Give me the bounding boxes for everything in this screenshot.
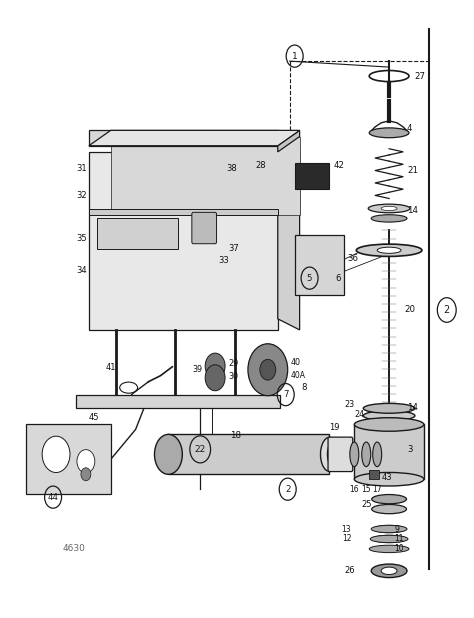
Circle shape [205,365,225,391]
Text: 17: 17 [373,485,382,494]
Text: 18: 18 [230,431,241,440]
Text: 34: 34 [76,266,87,274]
Text: 36: 36 [347,254,358,263]
Ellipse shape [372,494,407,504]
Text: 20: 20 [404,305,415,315]
Circle shape [77,450,95,473]
Text: 3: 3 [407,445,412,454]
Text: 13: 13 [342,525,351,533]
Text: 11: 11 [394,535,403,543]
Ellipse shape [354,473,424,486]
Ellipse shape [363,411,415,421]
Ellipse shape [373,525,405,533]
Polygon shape [89,130,300,146]
Ellipse shape [320,438,338,472]
Circle shape [205,353,225,379]
Circle shape [81,468,91,481]
Ellipse shape [369,545,409,552]
Ellipse shape [371,564,407,578]
Text: 7: 7 [283,390,289,399]
Text: 43: 43 [381,473,392,482]
Ellipse shape [369,128,409,138]
Ellipse shape [377,247,401,253]
Text: 9: 9 [394,525,399,533]
Bar [354,425,424,479]
Text: 28: 28 [255,161,265,170]
Text: 14: 14 [407,403,418,412]
Circle shape [42,436,70,473]
Ellipse shape [350,442,359,467]
Text: 6: 6 [336,274,341,282]
Text: 42: 42 [333,161,345,170]
Text: 40A: 40A [291,371,306,380]
Text: 12: 12 [342,535,351,543]
Ellipse shape [373,442,382,467]
Text: 25: 25 [361,499,372,509]
Ellipse shape [371,214,407,222]
Ellipse shape [368,204,410,213]
FancyBboxPatch shape [192,213,217,243]
Polygon shape [278,130,300,152]
FancyBboxPatch shape [328,437,353,472]
Ellipse shape [356,244,422,256]
Text: 2: 2 [444,305,450,315]
Text: 21: 21 [407,166,418,175]
Polygon shape [295,235,345,295]
Ellipse shape [372,535,406,543]
Text: 29: 29 [228,359,238,368]
Text: 19: 19 [329,423,340,432]
Text: 24: 24 [354,410,365,419]
Bar [168,434,329,475]
Text: 41: 41 [106,363,116,372]
Polygon shape [295,163,329,188]
Polygon shape [26,425,111,494]
Ellipse shape [381,206,397,211]
Text: 40: 40 [291,358,301,367]
Text: 33: 33 [218,256,229,265]
Ellipse shape [362,442,371,467]
Text: 22: 22 [195,445,206,454]
Text: 10: 10 [394,544,404,553]
Text: 4630: 4630 [63,544,86,553]
Text: 23: 23 [345,400,355,409]
Polygon shape [111,137,300,216]
Text: 38: 38 [226,164,237,173]
Ellipse shape [372,504,407,514]
Text: 1: 1 [292,52,298,61]
Text: 30: 30 [228,372,238,381]
Polygon shape [89,130,278,146]
Polygon shape [89,152,278,330]
Text: 27: 27 [414,72,425,80]
Polygon shape [278,137,300,330]
Text: 31: 31 [76,164,87,173]
Polygon shape [89,210,278,216]
Ellipse shape [363,404,415,413]
Ellipse shape [381,567,397,575]
Ellipse shape [354,418,424,431]
Text: 8: 8 [301,383,307,392]
Text: 5: 5 [307,274,312,282]
Bar [369,470,379,479]
Text: 35: 35 [76,234,87,243]
Ellipse shape [370,535,408,543]
Text: 14: 14 [407,206,418,215]
Text: 44: 44 [47,493,59,502]
Circle shape [260,359,276,380]
Polygon shape [97,219,178,249]
Polygon shape [76,395,280,408]
Ellipse shape [328,438,347,470]
Text: 39: 39 [192,365,202,375]
Text: 26: 26 [345,566,355,575]
Text: 2: 2 [285,485,291,494]
Ellipse shape [155,434,182,475]
Text: 32: 32 [76,191,87,200]
Text: 15: 15 [362,485,371,494]
Text: 45: 45 [89,413,100,422]
Circle shape [248,344,288,396]
Ellipse shape [371,525,407,533]
Text: 4: 4 [407,124,412,133]
Text: 37: 37 [228,243,239,253]
Text: 16: 16 [349,485,359,494]
Ellipse shape [369,418,409,426]
